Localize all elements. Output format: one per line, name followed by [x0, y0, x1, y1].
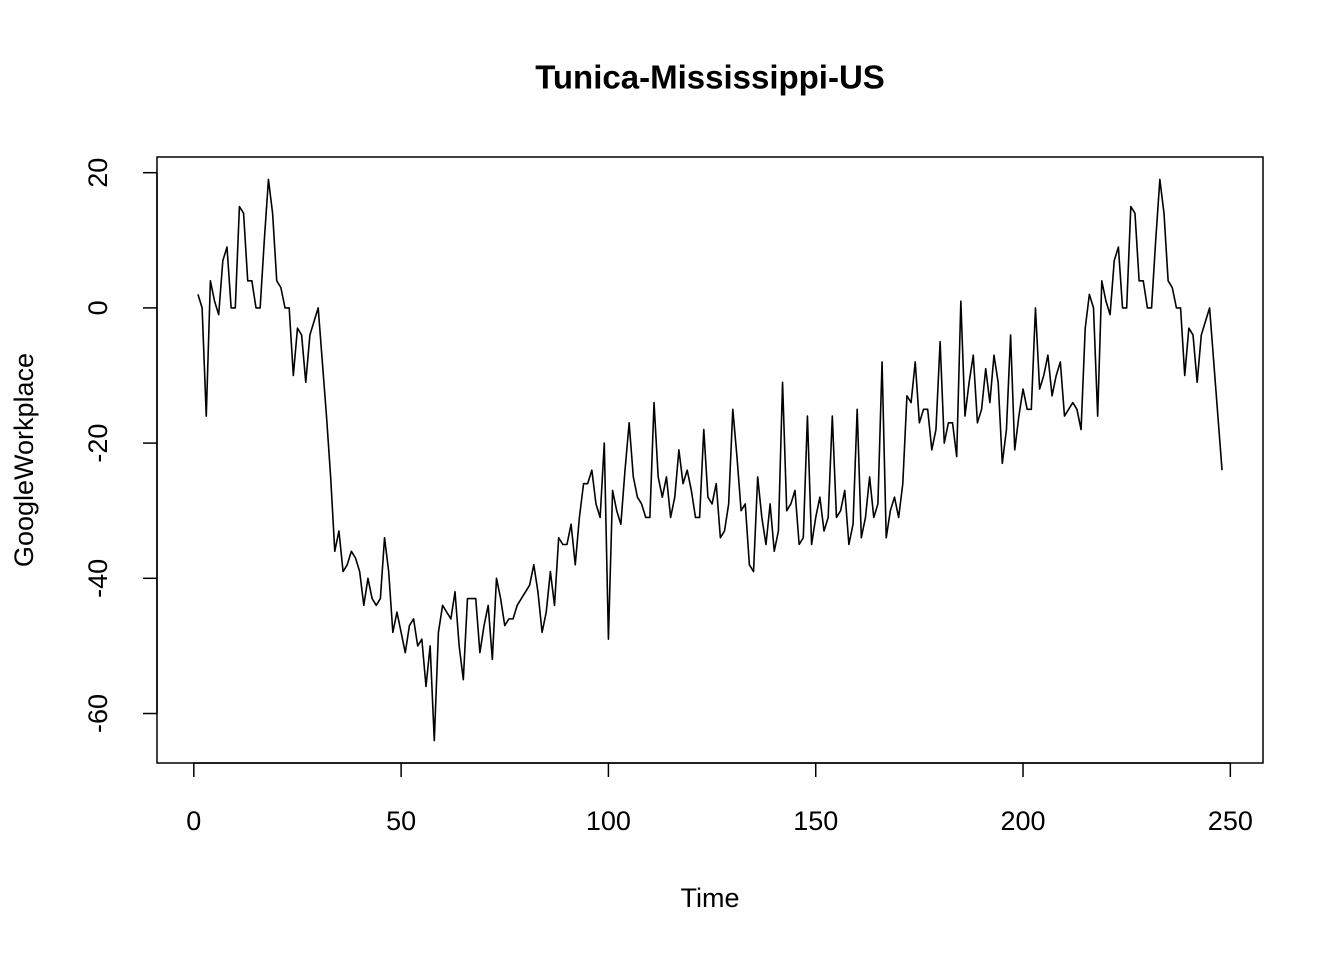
data-line	[197, 178, 1223, 742]
x-tick-label: 200	[1000, 806, 1045, 836]
x-tick-label: 50	[386, 806, 416, 836]
chart-title: Tunica-Mississippi-US	[535, 59, 885, 96]
x-axis-label: Time	[681, 883, 740, 913]
x-tick-label: 0	[186, 806, 201, 836]
y-tick-label: -20	[83, 424, 113, 463]
y-tick-label: -40	[83, 559, 113, 598]
y-axis-label: GoogleWorkplace	[9, 353, 39, 567]
y-tick-label: 0	[83, 300, 113, 315]
x-tick-label: 250	[1208, 806, 1253, 836]
x-tick-label: 150	[793, 806, 838, 836]
x-tick-label: 100	[586, 806, 631, 836]
y-tick-label: -60	[83, 694, 113, 733]
y-tick-label: 20	[83, 158, 113, 188]
